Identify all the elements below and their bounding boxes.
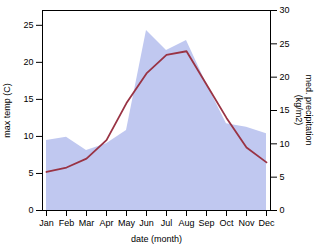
svg-text:May: May xyxy=(118,218,136,228)
svg-text:Sep: Sep xyxy=(198,218,214,228)
svg-text:Mar: Mar xyxy=(79,218,95,228)
svg-text:Dec: Dec xyxy=(258,218,275,228)
svg-text:Aug: Aug xyxy=(178,218,194,228)
svg-text:10: 10 xyxy=(23,131,33,141)
svg-text:5: 5 xyxy=(280,172,285,182)
svg-text:max temp (C): max temp (C) xyxy=(2,83,12,138)
svg-text:Jul: Jul xyxy=(161,218,173,228)
svg-text:date (month): date (month) xyxy=(131,234,182,244)
svg-text:0: 0 xyxy=(280,205,285,215)
svg-text:Apr: Apr xyxy=(99,218,113,228)
svg-text:15: 15 xyxy=(280,105,290,115)
svg-text:25: 25 xyxy=(280,39,290,49)
svg-text:Oct: Oct xyxy=(219,218,234,228)
svg-text:15: 15 xyxy=(23,94,33,104)
svg-text:med. precipitation(kg/m2): med. precipitation(kg/m2) xyxy=(294,74,314,145)
svg-text:Jun: Jun xyxy=(139,218,154,228)
svg-text:5: 5 xyxy=(28,168,33,178)
svg-text:10: 10 xyxy=(280,139,290,149)
svg-text:20: 20 xyxy=(23,57,33,67)
svg-text:20: 20 xyxy=(280,72,290,82)
svg-text:Feb: Feb xyxy=(59,218,75,228)
svg-text:0: 0 xyxy=(28,205,33,215)
svg-text:25: 25 xyxy=(23,20,33,30)
svg-text:Jan: Jan xyxy=(39,218,54,228)
svg-text:30: 30 xyxy=(280,5,290,15)
svg-text:Nov: Nov xyxy=(238,218,255,228)
